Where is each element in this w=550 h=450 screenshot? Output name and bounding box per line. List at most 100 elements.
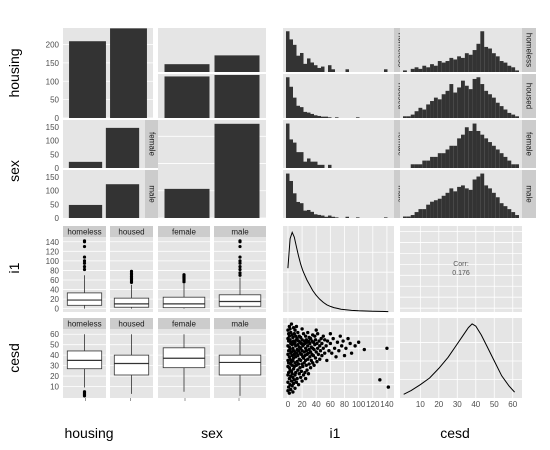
panel-cesd-hist-male-bin-19 — [476, 176, 481, 218]
scatter-point-172 — [320, 353, 324, 358]
panel-i1-hist-male-bin-7 — [310, 211, 314, 218]
scatter-point-176 — [323, 351, 327, 355]
panel-box-i1-by-sex-female-box — [162, 296, 206, 309]
panel-cesd-hist-homeless-bin-18 — [472, 50, 477, 72]
scatter-point-67 — [293, 328, 297, 332]
panel-i1-hist-male-bin-1 — [289, 180, 293, 218]
panel-cesd-hist-housed-bin-21 — [484, 90, 489, 118]
scatter-point-198 — [353, 344, 357, 348]
panel-cesd-hist-homeless-bin-28 — [511, 67, 516, 72]
scatter-point-195 — [346, 336, 350, 341]
panel-cesd-hist-housed-bin-18 — [472, 78, 477, 118]
row-housing-ytick-200: 200 — [46, 41, 60, 50]
panel-cesd-hist-female-bin-25 — [499, 153, 504, 168]
row-cesd-ytick-10: 10 — [50, 383, 59, 392]
scatter-point-200 — [362, 347, 367, 352]
panel-i1-hist-housed-bin-1 — [289, 86, 293, 118]
scatter-point-57 — [292, 378, 297, 382]
panel-cesd-hist-homeless-bin-2 — [410, 68, 415, 72]
panel-cesd-hist-male-bin-27 — [507, 209, 512, 218]
scatter-point-196 — [348, 341, 352, 346]
panel-i1-hist-homeless-bin-8 — [314, 65, 318, 72]
panel-cesd-hist-homeless-bin-11 — [445, 61, 450, 72]
scatter-point-68 — [294, 370, 298, 375]
scatter-point-118 — [303, 370, 307, 375]
panel-cesd-hist-female-bin-11 — [445, 149, 450, 168]
corr-value: 0.176 — [452, 270, 470, 277]
scatter-point-82 — [296, 353, 300, 358]
panel-i1-hist-male-bin-9 — [317, 214, 321, 218]
panel-i1-hist-female-bin-10 — [321, 164, 325, 168]
panel-i1-hist-housed-bin-0 — [286, 77, 290, 118]
panel-sex-by-housing-housed-bar-male — [214, 74, 260, 118]
scatter-point-142 — [308, 365, 313, 370]
scatter-point-189 — [337, 349, 341, 353]
scatter-point-152 — [311, 353, 316, 358]
panel-i1-hist-homeless-bin-4 — [300, 52, 304, 72]
density-i1-line — [287, 231, 389, 313]
scatter-point-203 — [386, 385, 391, 389]
scatter-point-140 — [308, 355, 312, 359]
panel-box-i1-by-sex-male-outlier-0 — [238, 273, 242, 277]
panel-cesd-hist-male-bin-20 — [480, 173, 485, 218]
panel-cesd-hist-female-bin-17 — [468, 130, 473, 168]
panel-cesd-hist-housed-bin-19 — [476, 77, 481, 118]
panel-cesd-hist-housed-bin-12 — [449, 84, 454, 118]
panel-i1-hist-female-bin-5 — [303, 161, 307, 168]
panel-housing-housing-bar-housed — [110, 28, 147, 118]
scatter-point-133 — [306, 330, 310, 335]
panel-box-cesd-by-housing-homeless: homeless — [63, 318, 106, 398]
panel-cesd-hist-female-bin-9 — [437, 153, 442, 168]
x-title-sex: sex — [201, 425, 223, 441]
panel-housing-by-sex-male: male — [63, 170, 159, 218]
scatter-point-50 — [291, 335, 295, 340]
y-title-i1: i1 — [6, 262, 22, 273]
panel-cesd-hist-male-bin-9 — [437, 198, 442, 218]
row-cesd-ytick-40: 40 — [50, 351, 59, 360]
scatter-point-85 — [296, 382, 301, 387]
panel-box-cesd-by-housing-homeless-strip — [63, 318, 106, 329]
scatter-point-28 — [289, 387, 293, 392]
panel-cesd-hist-housed-bin-23 — [491, 97, 496, 118]
panel-cesd-hist-female-bin-21 — [484, 138, 489, 168]
panel-box-i1-by-housing-homeless-box — [66, 292, 103, 306]
panel-cesd-hist-homeless-bin-8 — [433, 65, 438, 72]
row-housing-ytick-150: 150 — [46, 59, 60, 68]
panel-cesd-hist-female-bin-14 — [457, 138, 461, 168]
panel-box-i1-by-housing-housed: housed — [110, 226, 153, 312]
panel-box-i1-by-housing-homeless-outlier-5 — [82, 244, 87, 249]
panel-cesd-hist-male-bin-6 — [426, 204, 431, 218]
panel-cesd-hist-housed-bin-0 — [403, 116, 407, 118]
panel-box-i1-by-sex-male-outlier-7 — [238, 244, 242, 249]
panel-cesd-hist-housed-bin-20 — [480, 84, 485, 118]
panel-i1-hist-housed-bin-4 — [300, 107, 304, 118]
scatter-point-15 — [287, 391, 292, 395]
panel-cesd-hist-homeless-bin-5 — [422, 65, 427, 72]
panel-cesd-hist-housed-bin-29 — [515, 116, 519, 118]
panel-cesd-hist-male-bin-17 — [468, 189, 473, 218]
panel-cesd-hist-homeless-bin-25 — [499, 61, 504, 72]
panel-i1-hist-housed-bin-12 — [328, 117, 332, 118]
panel-sex-by-housing-homeless-bar-female — [164, 64, 210, 72]
scatter-point-202 — [385, 346, 389, 351]
panel-cesd-hist-male-strip — [522, 170, 536, 218]
panel-cesd-hist-homeless-bin-19 — [476, 43, 481, 72]
scatter-point-165 — [315, 332, 320, 336]
panel-cesd-hist-homeless-bin-12 — [449, 57, 454, 72]
panel-cesd-hist-homeless-bin-3 — [414, 67, 419, 72]
scatter-point-191 — [339, 344, 344, 348]
panel-cesd-hist-housed-bin-3 — [414, 111, 419, 118]
scatter-point-100 — [299, 369, 304, 374]
panel-box-i1-by-housing-homeless-strip-label: homeless — [67, 228, 101, 237]
panel-cesd-hist-homeless-bin-15 — [461, 57, 465, 72]
panel-box-i1-by-sex-male: male — [214, 226, 266, 312]
panel-i1-hist-housed-bin-14 — [335, 117, 339, 118]
col-cesd-xtick-10: 10 — [416, 400, 425, 409]
scatter-point-162 — [315, 359, 319, 364]
panel-i1-hist-male-bin-8 — [314, 214, 318, 218]
panel-i1-hist-male-bin-14 — [335, 217, 339, 218]
scatter-point-76 — [294, 324, 299, 329]
y-title-cesd: cesd — [6, 343, 22, 373]
scatter-point-183 — [328, 332, 333, 336]
panel-cesd-hist-female-bin-6 — [426, 160, 431, 168]
